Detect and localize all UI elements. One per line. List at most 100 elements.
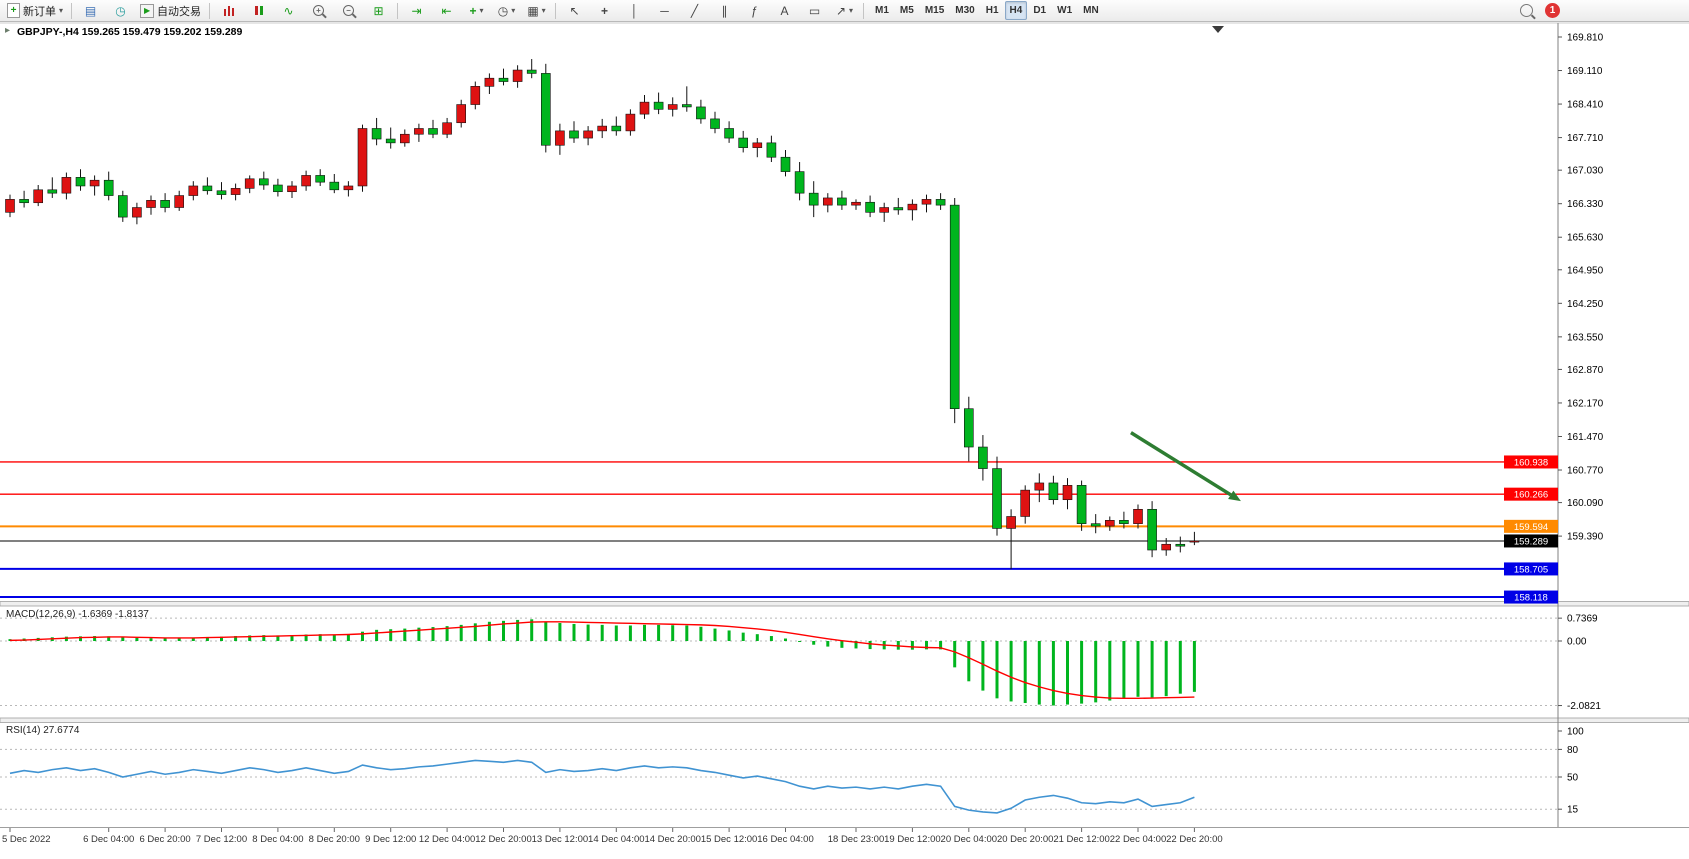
macd-bar <box>741 632 745 641</box>
dropdown-caret-icon: ▾ <box>479 5 484 15</box>
price-axis-label: 168.410 <box>1567 100 1604 111</box>
candle-body <box>216 190 227 195</box>
timeframe-button-d1[interactable]: D1 <box>1033 5 1047 16</box>
macd-bar <box>234 636 238 641</box>
candle-body <box>724 128 734 139</box>
one-click-trading-toggle[interactable]: ▸ <box>5 25 11 36</box>
timeframe-button-h1[interactable]: H1 <box>985 5 999 16</box>
chart-shift-marker[interactable] <box>1212 26 1224 33</box>
arrows-tool-icon: ↗ <box>835 3 847 18</box>
candle-body <box>639 101 650 115</box>
crosshair-tool-button[interactable]: + <box>590 0 619 21</box>
channel-tool-button[interactable]: ∥ <box>710 0 739 21</box>
rsi-plot-area[interactable] <box>0 723 1558 827</box>
zoom-out-button[interactable]: − <box>334 0 363 21</box>
price-level-badge <box>1504 487 1558 501</box>
candle-body <box>555 130 565 146</box>
price-axis[interactable] <box>1558 23 1689 827</box>
tile-windows-button[interactable]: ⊞ <box>364 0 393 21</box>
text-tool-button[interactable]: A <box>770 0 799 21</box>
templates-button[interactable]: ▦ ▾ <box>522 0 551 21</box>
price-level-badge-text: 160.938 <box>1514 457 1548 468</box>
candle-body <box>696 106 706 120</box>
price-axis-label: 167.710 <box>1567 133 1604 144</box>
candle-body <box>470 86 481 105</box>
candle-body <box>484 77 495 87</box>
date-axis-label: 9 Dec 12:00 <box>365 834 416 845</box>
candle-body <box>752 142 763 148</box>
candle-body <box>357 128 368 187</box>
arrows-tool-button[interactable]: ↗ ▾ <box>830 0 859 21</box>
macd-bar <box>769 636 773 641</box>
timeframe-button-m5[interactable]: M5 <box>899 5 914 16</box>
date-axis-label: 7 Dec 12:00 <box>196 834 247 845</box>
chart-shift-icon: ⇤ <box>441 3 452 18</box>
timeframe-button-m1[interactable]: M1 <box>875 5 889 16</box>
timeframe-button-mn[interactable]: MN <box>1083 5 1099 16</box>
periods-button[interactable]: ◷ ▾ <box>492 0 521 21</box>
price-axis-label: 160.090 <box>1567 498 1604 509</box>
chart-shift-button[interactable]: ⇤ <box>432 0 461 21</box>
macd-bar <box>304 634 308 641</box>
market-watch-button[interactable]: ◷ <box>106 0 135 21</box>
horizontal-line-tool-button[interactable]: ─ <box>650 0 679 21</box>
toolbar: + 新订单 ▾ ▤ ◷ ▶ 自动交易 ∿ + − ⊞ ⇥ ⇤ + ▾ ◷ ▾ <box>0 0 1689 22</box>
candlestick-chart-button[interactable] <box>244 0 273 21</box>
candle-body <box>1034 482 1045 491</box>
vertical-line-tool-button[interactable]: │ <box>620 0 649 21</box>
date-axis-label: 6 Dec 04:00 <box>83 834 134 845</box>
macd-bar <box>1150 641 1154 698</box>
candle-body <box>1161 543 1171 551</box>
candle-body <box>1175 543 1186 547</box>
timeframe-button-m30[interactable]: M30 <box>955 5 975 16</box>
candle-body <box>385 138 396 144</box>
search-icon[interactable] <box>1520 4 1533 17</box>
chart-plot-area[interactable] <box>0 23 1558 601</box>
candle-body <box>738 137 749 148</box>
candle-body <box>625 113 636 132</box>
zoom-in-button[interactable]: + <box>304 0 333 21</box>
macd-bar <box>657 624 661 641</box>
macd-axis-label: -2.0821 <box>1567 701 1601 712</box>
timeframe-button-w1[interactable]: W1 <box>1057 5 1073 16</box>
panel-divider[interactable] <box>0 717 1689 723</box>
zoom-in-icon: + <box>313 5 325 16</box>
macd-bar <box>459 624 463 641</box>
trend-arrow[interactable] <box>1130 431 1232 497</box>
macd-bar <box>516 619 520 641</box>
time-axis[interactable] <box>0 828 1558 848</box>
date-axis-label: 18 Dec 23:00 <box>828 834 885 845</box>
candle-body <box>428 128 438 135</box>
price-level-badge-text: 158.118 <box>1514 593 1548 604</box>
macd-bar <box>163 638 167 641</box>
macd-bar <box>840 641 844 648</box>
macd-bar <box>1051 641 1055 706</box>
fibonacci-icon: ƒ <box>751 3 758 18</box>
macd-bar <box>1023 641 1027 703</box>
timeframe-button-m15[interactable]: M15 <box>924 5 945 16</box>
timeframe-button-h4[interactable]: H4 <box>1004 1 1028 20</box>
candle-body <box>540 73 551 146</box>
bar-chart-button[interactable] <box>214 0 243 21</box>
price-axis-label: 161.470 <box>1567 432 1604 443</box>
notification-badge[interactable]: 1 <box>1545 3 1560 18</box>
autotrading-button[interactable]: ▶ 自动交易 <box>136 0 205 21</box>
trendline-tool-button[interactable]: ╱ <box>680 0 709 21</box>
charts-profile-button[interactable]: ▤ <box>76 0 105 21</box>
macd-bar <box>79 636 82 641</box>
text-tool-icon: A <box>780 3 789 18</box>
line-chart-button[interactable]: ∿ <box>274 0 303 21</box>
auto-scroll-button[interactable]: ⇥ <box>402 0 431 21</box>
fibonacci-tool-button[interactable]: ƒ <box>740 0 769 21</box>
indicators-button[interactable]: + ▾ <box>462 0 491 21</box>
cursor-tool-button[interactable]: ↖ <box>560 0 589 21</box>
panel-divider[interactable] <box>0 601 1689 607</box>
trend-arrow-head <box>1228 490 1241 502</box>
new-order-button[interactable]: + 新订单 ▾ <box>3 0 67 21</box>
label-tool-button[interactable]: ▭ <box>800 0 829 21</box>
macd-plot-area[interactable] <box>0 607 1558 718</box>
dropdown-caret-icon: ▾ <box>849 5 854 15</box>
macd-bar <box>826 641 830 647</box>
macd-bar <box>868 641 872 650</box>
candle-body <box>146 200 156 208</box>
